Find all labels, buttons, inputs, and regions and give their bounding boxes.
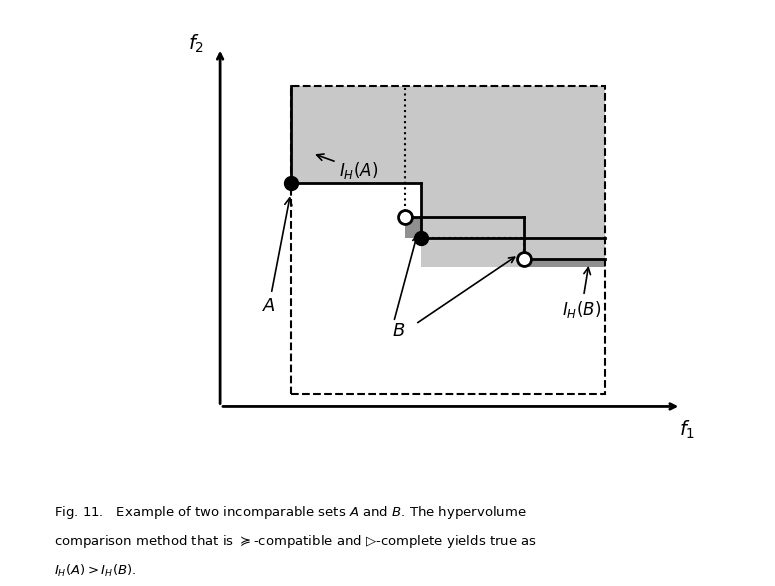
Text: $f_1$: $f_1$ <box>679 419 694 441</box>
Text: Fig. 11.   Example of two incomparable sets $A$ and $B$. The hypervolume: Fig. 11. Example of two incomparable set… <box>54 504 527 521</box>
Bar <box>291 86 605 394</box>
Text: $B$: $B$ <box>392 322 406 339</box>
Text: comparison method that is $\succeq$-compatible and $\triangleright$-complete yie: comparison method that is $\succeq$-comp… <box>54 533 537 550</box>
Text: $I_H(A)$: $I_H(A)$ <box>317 154 378 180</box>
Text: $I_H(B)$: $I_H(B)$ <box>562 268 601 320</box>
Text: $I_H(A) > I_H(B)$.: $I_H(A) > I_H(B)$. <box>54 563 136 578</box>
Polygon shape <box>291 86 605 267</box>
Polygon shape <box>524 259 605 267</box>
Text: $A$: $A$ <box>262 198 292 315</box>
Text: $f_2$: $f_2$ <box>188 32 204 54</box>
Polygon shape <box>405 217 421 238</box>
